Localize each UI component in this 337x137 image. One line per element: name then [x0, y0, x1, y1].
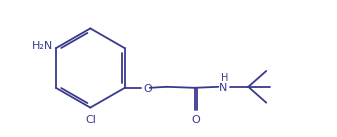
Text: Cl: Cl [85, 115, 96, 125]
Text: O: O [144, 84, 153, 94]
Text: H: H [221, 73, 229, 83]
Text: N: N [218, 83, 227, 93]
Text: H₂N: H₂N [32, 41, 53, 51]
Text: O: O [191, 115, 200, 125]
